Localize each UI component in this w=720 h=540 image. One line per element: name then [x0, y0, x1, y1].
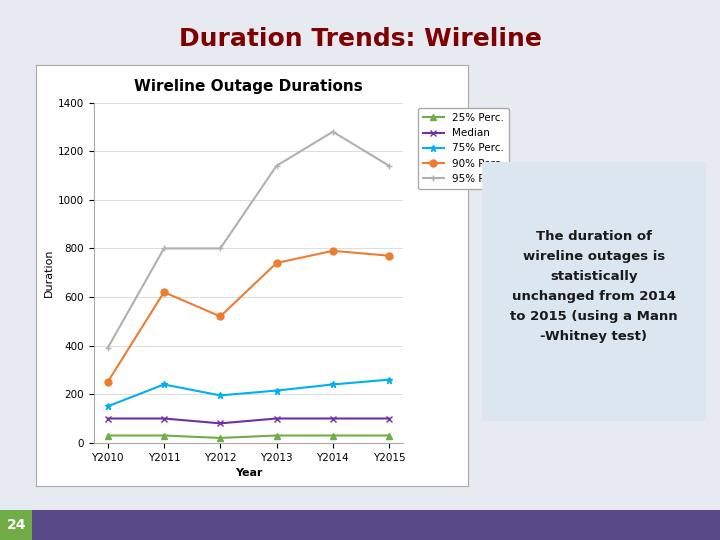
25% Perc. [328, 432, 337, 438]
Line: 25% Perc.: 25% Perc. [104, 432, 392, 441]
95% Perc [328, 129, 337, 135]
75% Perc. [104, 403, 112, 409]
Median [216, 420, 225, 427]
Median [272, 415, 281, 422]
90% Perc. [328, 247, 337, 254]
25% Perc. [272, 432, 281, 438]
Text: Duration Trends: Wireline: Duration Trends: Wireline [179, 27, 541, 51]
25% Perc. [384, 432, 393, 438]
25% Perc. [160, 432, 168, 438]
75% Perc. [272, 387, 281, 394]
Median [384, 415, 393, 422]
95% Perc [216, 245, 225, 252]
Line: 90% Perc.: 90% Perc. [104, 247, 392, 386]
Median [328, 415, 337, 422]
90% Perc. [384, 252, 393, 259]
Y-axis label: Duration: Duration [43, 248, 53, 297]
Line: Median: Median [104, 415, 392, 427]
90% Perc. [104, 379, 112, 386]
75% Perc. [384, 376, 393, 383]
90% Perc. [160, 289, 168, 295]
25% Perc. [216, 435, 225, 441]
Median [104, 415, 112, 422]
Line: 75% Perc.: 75% Perc. [104, 376, 392, 410]
90% Perc. [216, 313, 225, 320]
Line: 95% Perc: 95% Perc [104, 129, 392, 352]
75% Perc. [328, 381, 337, 388]
75% Perc. [160, 381, 168, 388]
95% Perc [272, 163, 281, 169]
Median [160, 415, 168, 422]
75% Perc. [216, 392, 225, 399]
Text: 24: 24 [6, 518, 26, 532]
95% Perc [104, 345, 112, 351]
Legend: 25% Perc., Median, 75% Perc., 90% Perc., 95% Perc: 25% Perc., Median, 75% Perc., 90% Perc.,… [418, 108, 509, 189]
X-axis label: Year: Year [235, 468, 262, 478]
25% Perc. [104, 432, 112, 438]
Title: Wireline Outage Durations: Wireline Outage Durations [134, 79, 363, 94]
95% Perc [160, 245, 168, 252]
95% Perc [384, 163, 393, 169]
90% Perc. [272, 260, 281, 266]
Text: The duration of
wireline outages is
statistically
unchanged from 2014
to 2015 (u: The duration of wireline outages is stat… [510, 230, 678, 343]
